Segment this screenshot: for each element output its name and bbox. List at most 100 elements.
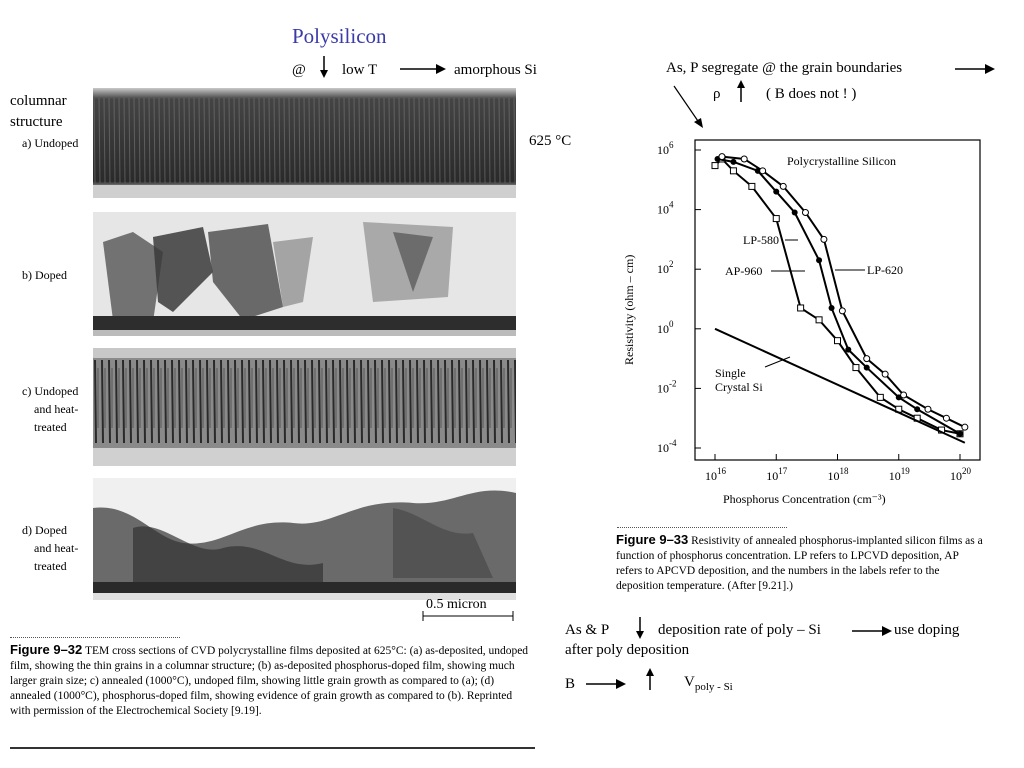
use-doping-text: use doping xyxy=(894,622,960,638)
columnar-label: columnar xyxy=(10,93,67,109)
right-arrow-icon xyxy=(955,64,995,74)
bottom-rule-left xyxy=(10,747,535,749)
series-line-ap-960 xyxy=(717,157,961,435)
data-point xyxy=(900,391,908,399)
data-point xyxy=(876,393,884,401)
x-axis-label: Phosphorus Concentration (cm⁻³) xyxy=(723,492,886,506)
x-tick-label: 1017 xyxy=(766,466,788,483)
data-point xyxy=(779,182,787,190)
data-point xyxy=(773,188,780,195)
structure-label: structure xyxy=(10,114,63,130)
pointer-single-crystal xyxy=(764,356,791,368)
resistivity-chart: Polycrystalline Silicon Resistivity (ohm… xyxy=(622,139,981,506)
boron-label: B xyxy=(565,676,576,692)
x-tick-label: 1018 xyxy=(828,466,850,483)
y-tick-label: 100 xyxy=(657,319,674,336)
data-point xyxy=(852,364,860,372)
pointer-arrow-icon xyxy=(673,85,703,128)
label-crystal-si: Crystal Si xyxy=(715,380,763,394)
scale-bar xyxy=(422,611,514,621)
figure-9-32-label: Figure 9–32 xyxy=(10,642,83,657)
data-point xyxy=(791,209,798,216)
data-point xyxy=(759,167,767,175)
label-ap-960: AP-960 xyxy=(725,264,762,278)
label-single: Single xyxy=(715,366,746,380)
x-tick-label: 1016 xyxy=(705,466,727,483)
data-point xyxy=(942,414,950,422)
panel-d-label-1: d) Doped xyxy=(22,523,67,537)
slide-title: Polysilicon xyxy=(292,24,387,48)
x-tick-label: 1019 xyxy=(889,466,911,483)
y-tick-label: 106 xyxy=(657,140,674,157)
chart-title: Polycrystalline Silicon xyxy=(787,154,896,168)
data-point xyxy=(924,405,932,413)
figure-9-33-caption: Figure 9–33 Resistivity of annealed phos… xyxy=(616,532,986,594)
data-point xyxy=(834,337,841,345)
down-arrow-icon xyxy=(320,56,328,78)
figure-9-33-text: Resistivity of annealed phosphorus-impla… xyxy=(616,535,983,592)
data-point xyxy=(828,304,835,311)
y-tick-label: 102 xyxy=(657,259,674,276)
plot-frame xyxy=(694,139,981,461)
amorphous-si-label: amorphous Si xyxy=(454,62,537,78)
panel-d-label-3: treated xyxy=(34,559,67,573)
data-point xyxy=(838,307,846,315)
y-tick-label: 104 xyxy=(657,200,674,217)
y-tick-label: 10-4 xyxy=(657,438,677,455)
segregation-text: As, P segregate @ the grain boundaries xyxy=(666,60,903,76)
panel-b-label: b) Doped xyxy=(22,268,67,282)
low-t-label: low T xyxy=(342,62,378,78)
data-point xyxy=(772,215,780,223)
y-axis-label: Resistivity (ohm – cm) xyxy=(622,255,636,365)
right-arrow-icon xyxy=(400,64,446,74)
velocity-symbol: V xyxy=(684,674,695,690)
data-point xyxy=(748,182,756,190)
down-arrow-icon xyxy=(636,617,644,639)
micrograph-panel-a xyxy=(93,88,516,198)
panel-c-label-2: and heat- xyxy=(34,402,79,416)
deposition-rate-text: deposition rate of poly – Si xyxy=(658,622,821,638)
at-symbol: @ xyxy=(292,62,306,78)
up-arrow-icon xyxy=(646,668,654,690)
data-point xyxy=(729,167,737,175)
velocity-subscript: poly - Si xyxy=(694,681,733,693)
figure-9-32-caption: Figure 9–32 TEM cross sections of CVD po… xyxy=(10,642,530,719)
figure-9-32-text: TEM cross sections of CVD polycrystallin… xyxy=(10,645,529,717)
label-lp-620: LP-620 xyxy=(867,263,903,277)
data-point xyxy=(730,158,737,165)
x-tick-label: 1020 xyxy=(950,466,972,483)
data-point xyxy=(863,364,870,371)
scale-bar-label: 0.5 micron xyxy=(426,597,487,612)
data-point xyxy=(957,430,963,437)
data-point xyxy=(711,162,719,170)
y-tick-label: 10-2 xyxy=(657,378,677,395)
data-point xyxy=(820,235,828,243)
right-arrow-icon xyxy=(586,679,626,689)
rho-symbol: ρ xyxy=(713,86,721,102)
right-arrow-icon xyxy=(852,626,892,636)
data-point xyxy=(961,423,969,431)
data-point xyxy=(816,257,823,264)
data-point xyxy=(815,316,823,324)
up-arrow-icon xyxy=(737,80,745,102)
data-point xyxy=(718,153,726,161)
data-point xyxy=(740,155,748,163)
as-p-label: As & P xyxy=(565,622,610,638)
panel-c-label-3: treated xyxy=(34,420,67,434)
data-point xyxy=(801,208,809,216)
micrograph-panel-d xyxy=(93,478,516,600)
data-point xyxy=(797,304,805,312)
single-crystal-line xyxy=(714,327,966,444)
micrograph-panel-c xyxy=(93,348,516,466)
data-point xyxy=(914,406,921,413)
panel-a-label: a) Undoped xyxy=(22,136,79,150)
velocity-label: Vpoly - Si xyxy=(684,674,733,693)
data-point xyxy=(845,346,852,353)
boron-note: ( B does not ! ) xyxy=(766,86,857,102)
data-point xyxy=(881,370,889,378)
caption-rule-left xyxy=(10,637,180,638)
caption-rule-right xyxy=(617,527,787,528)
panel-d-label-2: and heat- xyxy=(34,541,79,555)
after-poly-text: after poly deposition xyxy=(565,642,690,658)
figure-9-33-label: Figure 9–33 xyxy=(616,532,689,547)
